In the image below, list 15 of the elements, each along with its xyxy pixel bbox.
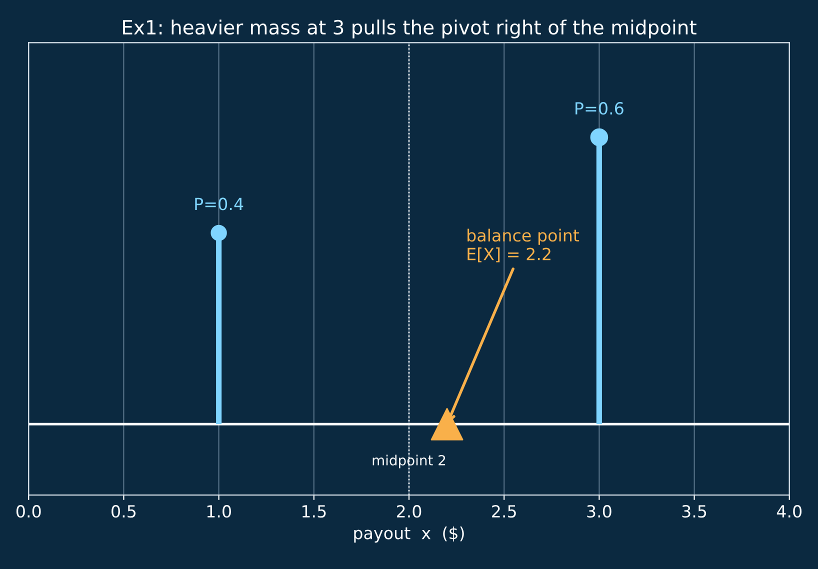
x-tick-label: 3.0 <box>587 505 612 518</box>
x-tick-label: 0.5 <box>112 505 136 518</box>
x-tick-label: 4.0 <box>776 505 802 518</box>
x-tick-label: 2.0 <box>396 505 422 518</box>
x-tick-label: 3.5 <box>682 505 706 518</box>
x-axis-title: payout x ($) <box>354 526 464 543</box>
x-tick-label: 1.0 <box>207 505 231 518</box>
x-tick-label: 0.0 <box>16 505 41 518</box>
x-tick-label: 2.5 <box>492 505 516 518</box>
x-tick-label: 1.5 <box>302 505 326 518</box>
ref-line-label: midpoint 2 <box>372 454 446 468</box>
chart-title: Ex1: heavier mass at 3 pulls the pivot right of the midpoint <box>123 20 696 38</box>
annotation: balance point E[X] = 2.2 <box>468 228 580 262</box>
data-label: P=0.6 <box>576 102 624 115</box>
data-label: P=0.4 <box>195 198 244 210</box>
